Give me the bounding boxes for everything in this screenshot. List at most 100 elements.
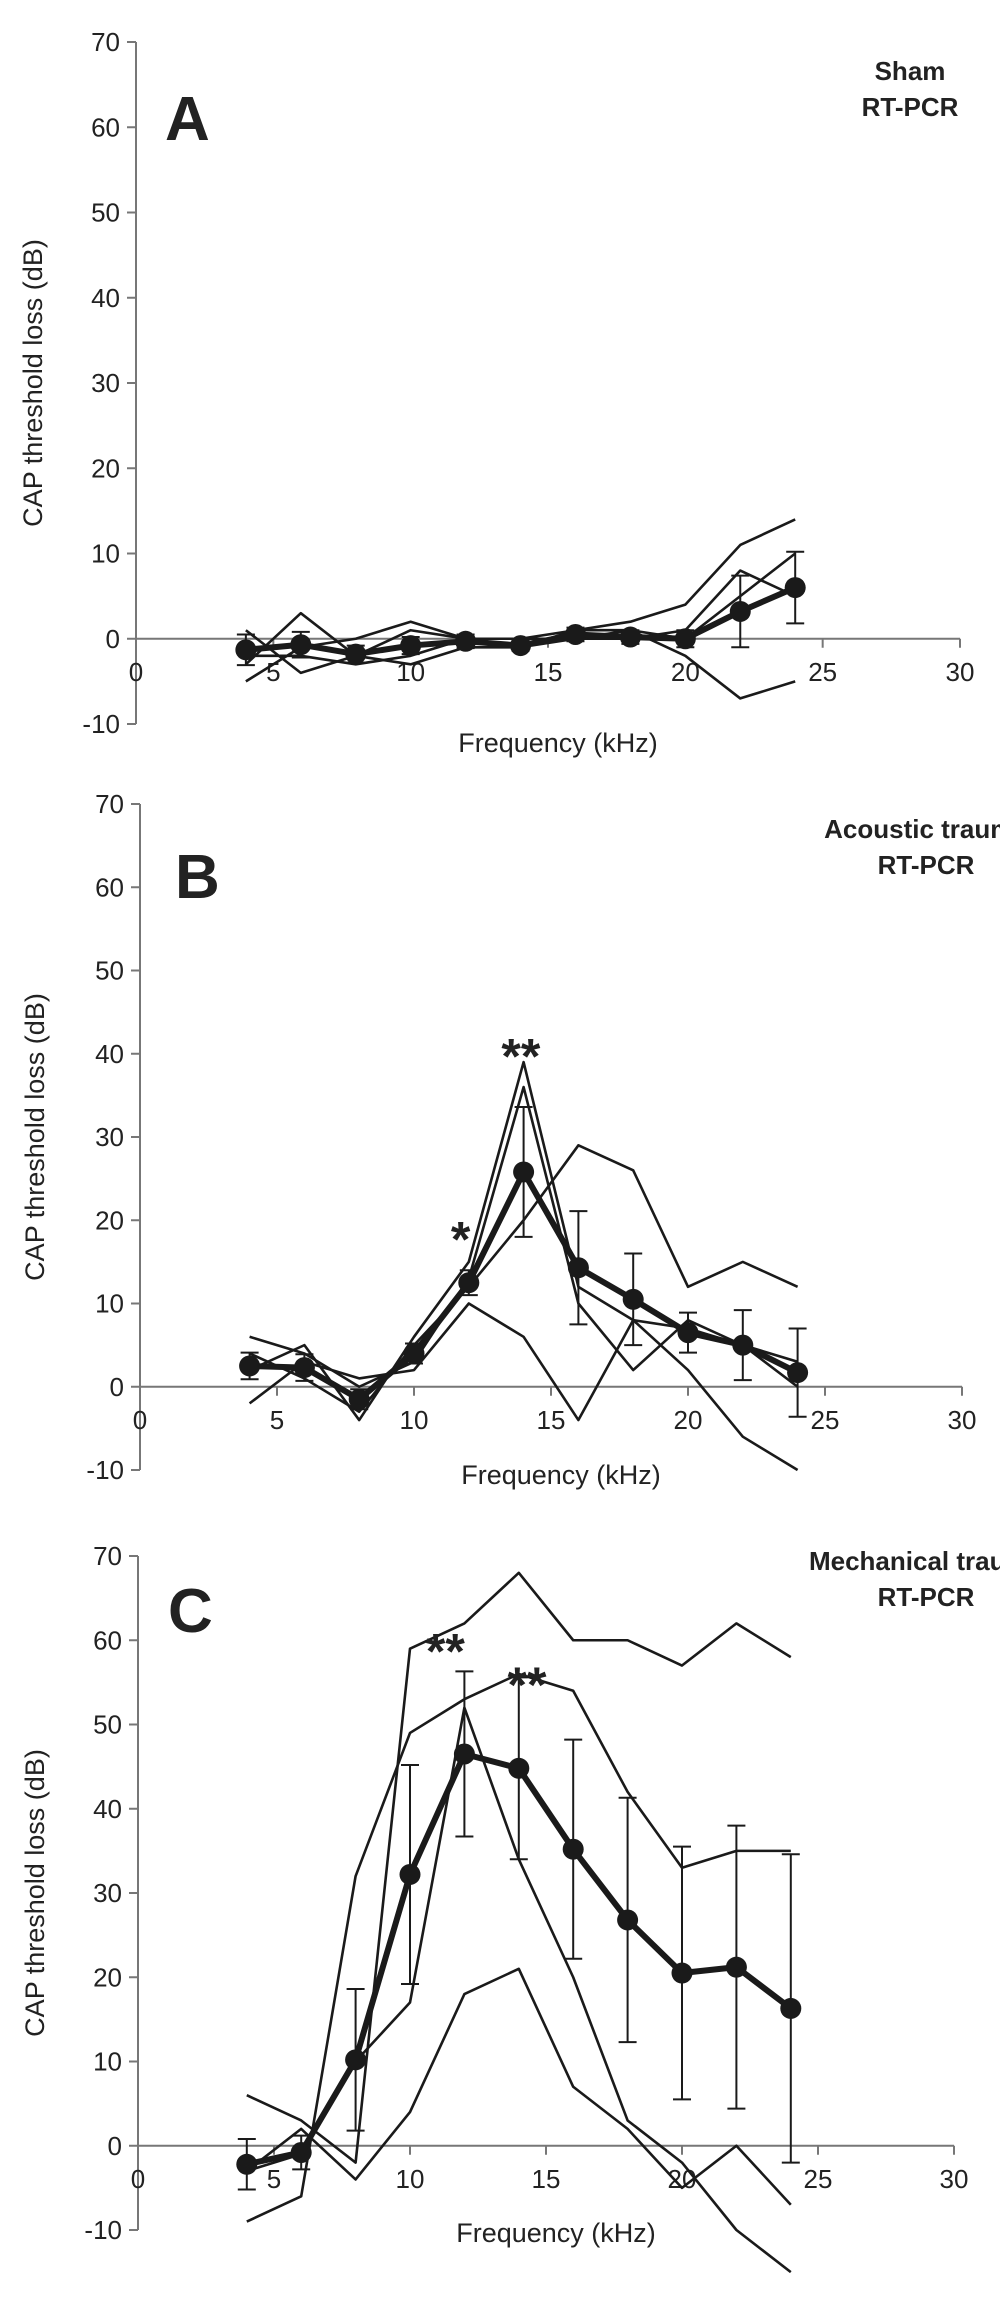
- mean-point: [617, 1909, 639, 1931]
- y-tick-label: 70: [93, 1541, 122, 1571]
- mean-point: [732, 1334, 754, 1356]
- x-tick-label: 10: [396, 2164, 425, 2194]
- y-tick-label: 20: [95, 1205, 124, 1235]
- x-axis-label: Frequency (kHz): [461, 1460, 661, 1490]
- x-tick-label: 30: [946, 657, 975, 687]
- individual-line-2: [246, 1672, 791, 2223]
- y-tick-label: -10: [86, 1455, 124, 1485]
- y-tick-label: 10: [91, 539, 120, 569]
- y-tick-label: -10: [82, 709, 120, 739]
- y-axis-label: CAP threshold loss (dB): [18, 239, 48, 527]
- y-tick-label: 50: [93, 1710, 122, 1740]
- mean-point: [725, 1956, 747, 1978]
- mean-point: [293, 1357, 315, 1379]
- y-tick-label: 30: [95, 1122, 124, 1152]
- mean-point: [400, 635, 422, 657]
- mean-point: [458, 1272, 480, 1294]
- y-axis-label: CAP threshold loss (dB): [20, 993, 50, 1281]
- panel-title-line: RT-PCR: [862, 92, 959, 122]
- individual-line-2: [248, 1302, 799, 1472]
- panel-title-line: RT-PCR: [878, 1582, 975, 1612]
- x-tick-label: 5: [267, 2164, 281, 2194]
- mean-point: [239, 1355, 261, 1377]
- y-tick-label: 30: [93, 1878, 122, 1908]
- mean-point: [622, 1288, 644, 1310]
- y-tick-label: 10: [93, 2047, 122, 2077]
- y-tick-label: 0: [106, 624, 120, 654]
- mean-point: [403, 1342, 425, 1364]
- y-tick-label: 70: [91, 27, 120, 57]
- x-tick-label: 0: [131, 2164, 145, 2194]
- x-tick-label: 20: [674, 1405, 703, 1435]
- x-tick-label: 20: [671, 657, 700, 687]
- mean-point: [399, 1863, 421, 1885]
- individual-line-1: [245, 569, 796, 675]
- y-tick-label: 20: [93, 1962, 122, 1992]
- x-tick-label: 0: [133, 1405, 147, 1435]
- mean-point: [780, 1997, 802, 2019]
- significance-marker: *: [451, 1212, 471, 1268]
- x-tick-label: 25: [808, 657, 837, 687]
- significance-marker: **: [507, 1657, 546, 1713]
- y-tick-label: 20: [91, 453, 120, 483]
- y-tick-label: 60: [95, 872, 124, 902]
- y-tick-label: 60: [93, 1625, 122, 1655]
- mean-point: [564, 623, 586, 645]
- mean-point: [345, 2049, 367, 2071]
- panel-b: -10 0 10 20 30 40 50 60 70 0 5 10 15 20 25 30 Frequency …: [20, 789, 1000, 1490]
- y-tick-label: 40: [93, 1794, 122, 1824]
- mean-point: [508, 1757, 530, 1779]
- significance-marker: **: [426, 1623, 465, 1679]
- y-tick-label: -10: [84, 2215, 122, 2245]
- significance-marker: **: [501, 1028, 540, 1084]
- panel-letter: A: [165, 85, 210, 154]
- mean-point: [729, 600, 751, 622]
- x-tick-label: 30: [940, 2164, 969, 2194]
- x-tick-label: 10: [400, 1405, 429, 1435]
- y-tick-label: 40: [95, 1039, 124, 1069]
- panel-title-line: RT-PCR: [878, 850, 975, 880]
- x-tick-label: 5: [266, 657, 280, 687]
- mean-point: [455, 630, 477, 652]
- y-tick-label: 30: [91, 368, 120, 398]
- mean-point: [562, 1838, 584, 1860]
- y-tick-label: 10: [95, 1289, 124, 1319]
- mean-point: [784, 577, 806, 599]
- individual-line-3: [245, 552, 796, 683]
- mean-point: [236, 2153, 258, 2175]
- y-tick-label: 50: [91, 198, 120, 228]
- mean-point: [348, 1388, 370, 1410]
- mean-point: [235, 639, 257, 661]
- y-tick-label: 50: [95, 956, 124, 986]
- x-tick-label: 30: [948, 1405, 977, 1435]
- y-tick-label: 0: [110, 1372, 124, 1402]
- y-tick-label: 40: [91, 283, 120, 313]
- mean-point: [290, 2141, 312, 2163]
- mean-point: [510, 635, 532, 657]
- y-tick-label: 70: [95, 789, 124, 819]
- mean-point: [787, 1362, 809, 1384]
- mean-point: [671, 1962, 693, 1984]
- y-tick-label: 60: [91, 112, 120, 142]
- x-axis-label: Frequency (kHz): [456, 2218, 656, 2248]
- x-tick-label: 25: [804, 2164, 833, 2194]
- panel-title-line: Mechanical trauma: [809, 1546, 1000, 1576]
- panel-title-line: Acoustic trauma: [824, 814, 1000, 844]
- individual-line-4: [246, 1967, 792, 2206]
- individual-line-3: [249, 1085, 799, 1389]
- x-tick-label: 0: [129, 657, 143, 687]
- mean-point: [513, 1161, 535, 1183]
- panel-letter: B: [175, 843, 220, 912]
- x-tick-label: 15: [532, 2164, 561, 2194]
- mean-point: [453, 1743, 475, 1765]
- individual-line-1: [246, 1571, 792, 2164]
- x-axis-label: Frequency (kHz): [458, 728, 658, 758]
- y-tick-label: 0: [108, 2131, 122, 2161]
- panel-letter: C: [168, 1577, 213, 1646]
- x-tick-label: 25: [811, 1405, 840, 1435]
- mean-point: [345, 643, 367, 665]
- mean-point: [674, 628, 696, 650]
